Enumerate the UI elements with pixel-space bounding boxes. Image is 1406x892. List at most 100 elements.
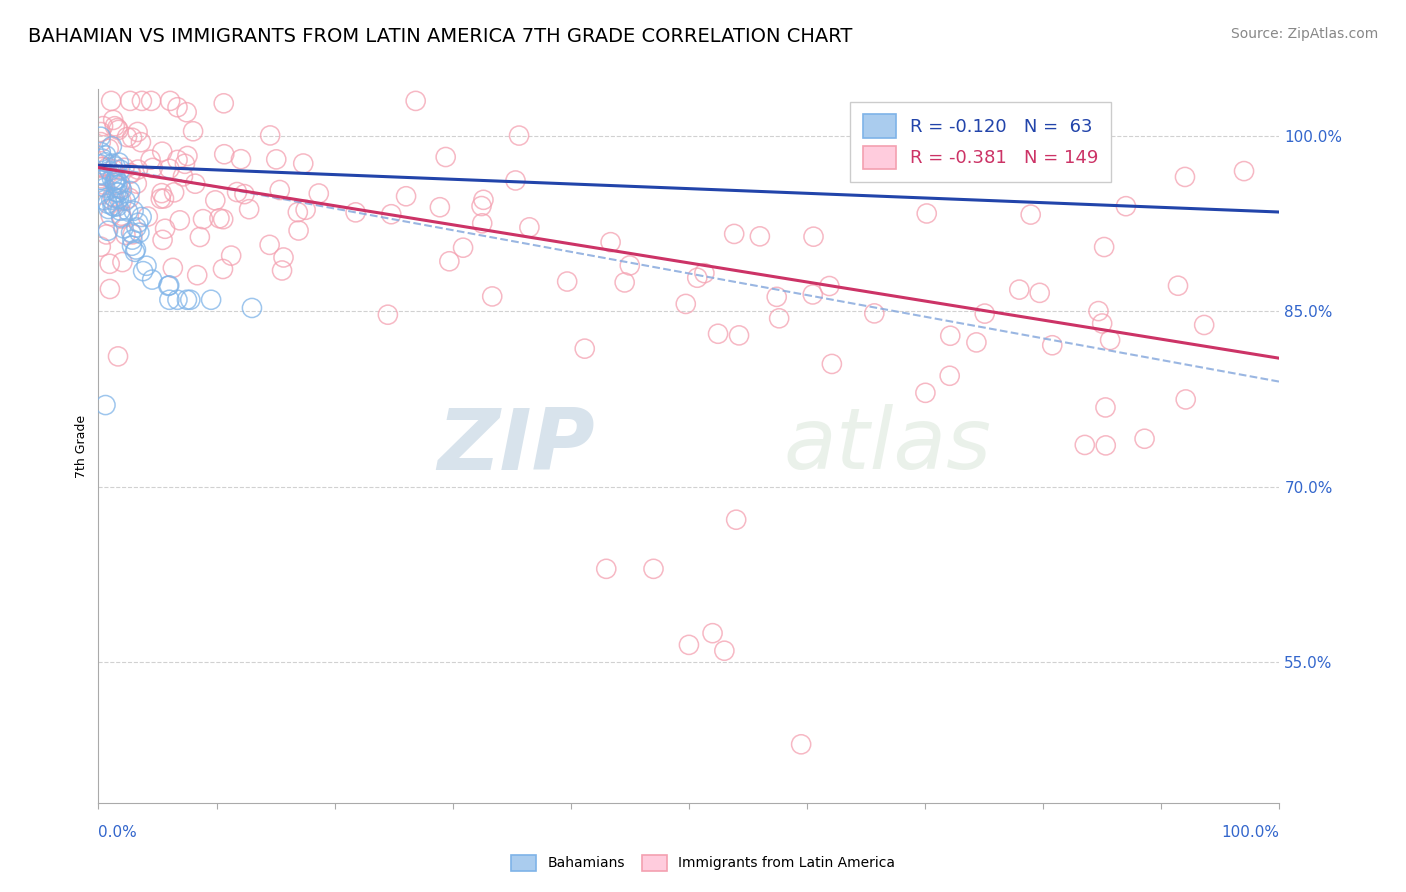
Point: [103, 162, 125, 177]
Point: [768, 311, 790, 326]
Point: [93, 193, 115, 207]
Point: [114, 194, 136, 208]
Point: [914, 385, 936, 400]
Point: [176, 149, 198, 163]
Point: [141, 272, 163, 286]
Point: [287, 223, 309, 237]
Point: [555, 275, 578, 289]
Point: [110, 211, 132, 225]
Point: [90, 160, 112, 174]
Point: [344, 205, 367, 219]
Point: [204, 194, 226, 208]
Point: [120, 166, 142, 180]
Point: [643, 562, 665, 576]
Point: [308, 186, 330, 201]
Point: [90, 173, 112, 187]
Point: [107, 199, 129, 213]
Point: [212, 147, 235, 161]
Point: [377, 308, 399, 322]
Point: [149, 192, 172, 206]
Point: [157, 278, 180, 293]
Point: [118, 184, 141, 198]
Point: [125, 243, 148, 257]
Point: [90, 135, 112, 149]
Point: [110, 162, 132, 177]
Point: [188, 230, 211, 244]
Point: [1094, 401, 1116, 415]
Point: [120, 94, 142, 108]
Point: [595, 562, 617, 576]
Point: [100, 94, 122, 108]
Point: [131, 94, 153, 108]
Point: [1008, 283, 1031, 297]
Point: [105, 172, 128, 186]
Point: [519, 220, 541, 235]
Point: [90, 169, 112, 183]
Point: [973, 307, 995, 321]
Point: [94, 155, 117, 169]
Point: [96, 227, 118, 242]
Point: [264, 153, 287, 167]
Point: [110, 203, 132, 218]
Point: [429, 200, 451, 214]
Point: [98, 164, 121, 178]
Point: [1087, 304, 1109, 318]
Point: [287, 205, 309, 219]
Point: [439, 254, 461, 268]
Point: [120, 226, 142, 240]
Point: [765, 290, 787, 304]
Point: [129, 135, 152, 149]
Point: [104, 120, 127, 134]
Point: [90, 187, 112, 202]
Point: [91, 119, 114, 133]
Point: [472, 193, 495, 207]
Point: [481, 289, 503, 303]
Point: [790, 737, 813, 751]
Point: [139, 94, 162, 108]
Point: [166, 153, 188, 167]
Point: [127, 125, 149, 139]
Point: [294, 202, 316, 217]
Point: [1192, 318, 1215, 332]
Point: [136, 210, 159, 224]
Legend: R = -0.120   N =  63, R = -0.381   N = 149: R = -0.120 N = 63, R = -0.381 N = 149: [851, 102, 1111, 182]
Point: [108, 155, 131, 169]
Point: [186, 268, 208, 282]
Point: [104, 160, 127, 174]
Point: [1099, 333, 1122, 347]
Point: [142, 161, 165, 175]
Point: [111, 183, 134, 197]
Point: [162, 260, 184, 275]
Legend: Bahamians, Immigrants from Latin America: Bahamians, Immigrants from Latin America: [506, 849, 900, 876]
Point: [619, 259, 641, 273]
Point: [90, 167, 112, 181]
Point: [97, 224, 120, 238]
Point: [863, 306, 886, 320]
Point: [229, 152, 252, 166]
Point: [127, 162, 149, 177]
Point: [1167, 278, 1189, 293]
Point: [101, 139, 124, 153]
Point: [723, 227, 745, 241]
Point: [434, 150, 457, 164]
Point: [117, 204, 139, 219]
Point: [599, 235, 621, 249]
Point: [271, 263, 294, 277]
Point: [121, 233, 143, 247]
Point: [90, 240, 112, 254]
Point: [135, 259, 157, 273]
Point: [1040, 338, 1063, 352]
Point: [103, 200, 125, 214]
Point: [269, 183, 291, 197]
Point: [139, 153, 162, 167]
Point: [153, 191, 176, 205]
Point: [574, 342, 596, 356]
Point: [97, 202, 120, 216]
Point: [90, 171, 112, 186]
Text: BAHAMIAN VS IMMIGRANTS FROM LATIN AMERICA 7TH GRADE CORRELATION CHART: BAHAMIAN VS IMMIGRANTS FROM LATIN AMERIC…: [28, 27, 852, 45]
Point: [273, 251, 295, 265]
Point: [938, 368, 960, 383]
Point: [1174, 169, 1197, 184]
Point: [219, 249, 242, 263]
Point: [212, 262, 235, 277]
